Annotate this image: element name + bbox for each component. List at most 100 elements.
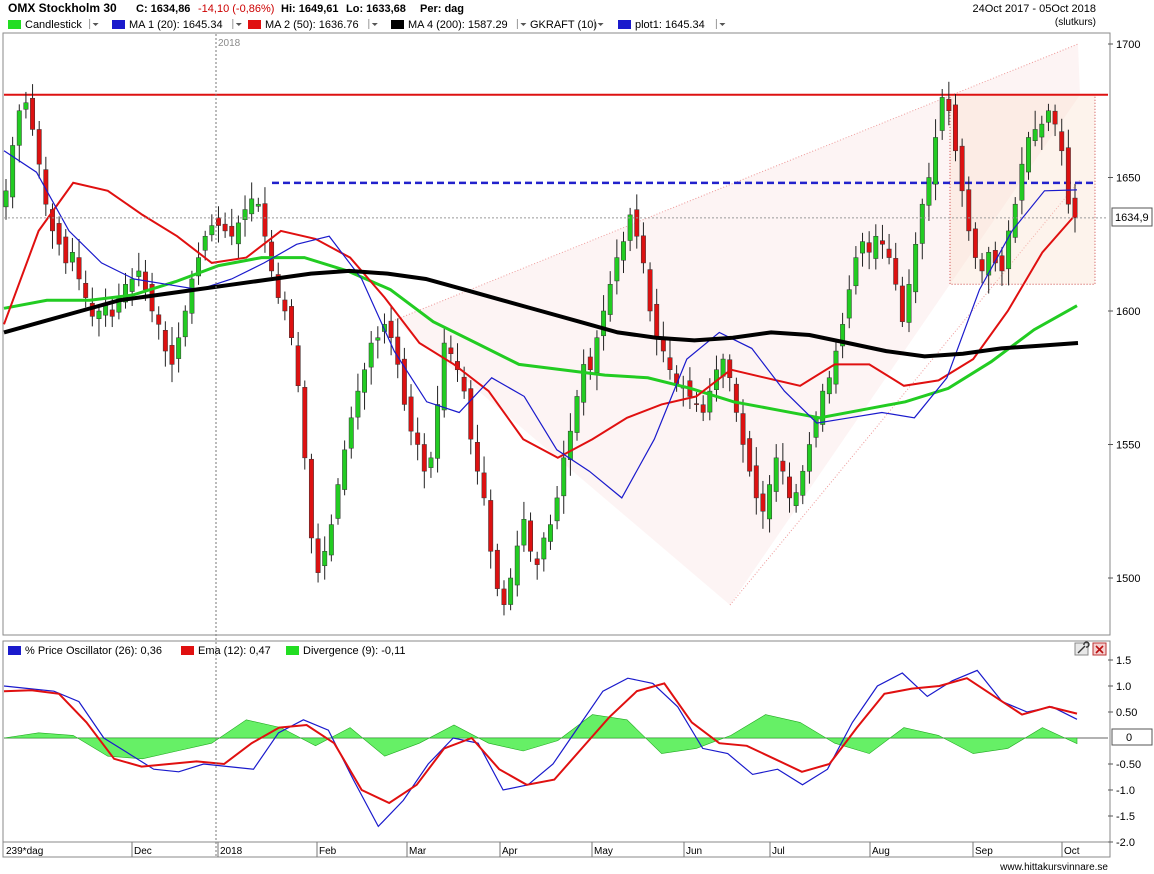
candle-down	[999, 255, 1005, 272]
candle-up	[10, 145, 16, 198]
candle-up	[508, 577, 514, 605]
legend-label: Ema (12): 0,47	[198, 645, 271, 657]
period-value: Per: dag	[420, 3, 464, 15]
ma-green-line	[3, 256, 1078, 420]
candle-up	[793, 492, 799, 506]
candle-down	[660, 338, 666, 352]
x-tick-label: 2018	[220, 846, 243, 857]
candle-up	[561, 457, 567, 497]
candle-down	[740, 413, 746, 445]
candle-up	[594, 337, 600, 373]
x-tick-label: Jun	[686, 846, 702, 857]
main-legend-item[interactable]: MA 2 (50): 1636.76	[248, 19, 378, 31]
candle-up	[322, 551, 328, 567]
candle-up	[627, 214, 633, 241]
chevron-down-icon[interactable]	[597, 23, 604, 26]
main-legend-item[interactable]: GKRAFT (10)	[530, 19, 604, 31]
candle-up	[820, 390, 826, 425]
candle-down	[83, 282, 89, 298]
candle-up	[1012, 203, 1018, 238]
main-legend-item[interactable]: Candlestick	[8, 19, 99, 31]
main-legend-item[interactable]: plot1: 1645.34	[618, 19, 726, 31]
chevron-down-icon[interactable]	[235, 23, 242, 26]
osc-legend-item[interactable]: % Price Oscillator (26): 0,36	[8, 645, 162, 657]
candle-up	[521, 519, 527, 546]
osc-legend-item[interactable]: Ema (12): 0,47	[181, 645, 271, 657]
candle-down	[654, 303, 660, 338]
ma50-line	[3, 181, 1078, 459]
osc-legend-item[interactable]: Divergence (9): -0,11	[286, 645, 406, 657]
candle-up	[382, 324, 387, 332]
candle-up	[621, 241, 626, 261]
candle-up	[375, 337, 381, 341]
candle-up	[103, 305, 109, 316]
close-value: C: 1634,86	[136, 3, 190, 15]
candle-down	[229, 225, 235, 237]
candle-up	[919, 203, 925, 244]
candle-up	[826, 377, 832, 395]
candle-up	[348, 417, 354, 449]
candle-down	[421, 444, 427, 472]
candle-down	[408, 396, 414, 432]
candle-down	[275, 274, 281, 298]
candle-up	[342, 449, 348, 490]
candle-up	[601, 310, 607, 337]
osc-zero-label: 0	[1126, 732, 1132, 744]
candle-up	[767, 484, 773, 520]
last-price-tag: 1634,9	[1111, 207, 1153, 227]
candle-down	[700, 404, 706, 413]
osc-y-tick-label: -1.0	[1116, 785, 1135, 797]
main-legend-item[interactable]: MA 4 (200): 1587.29	[391, 19, 527, 31]
x-tick-label: Apr	[502, 846, 518, 857]
candle-up	[913, 244, 919, 293]
candle-down	[1065, 147, 1071, 205]
candle-down	[667, 357, 673, 370]
ma20-line	[3, 150, 1078, 499]
wrench-icon[interactable]	[1074, 641, 1090, 656]
candle-up	[182, 310, 188, 338]
ma200-line	[3, 268, 1079, 359]
candle-down	[747, 438, 753, 472]
candle-up	[96, 310, 102, 319]
chevron-down-icon[interactable]	[520, 23, 527, 26]
osc-y-tick-label: 1.5	[1116, 655, 1131, 667]
candle-down	[727, 359, 733, 378]
candle-down	[43, 169, 49, 205]
candle-up	[939, 97, 945, 131]
osc-zero-tag: 0	[1111, 728, 1153, 746]
x-tick-label: Aug	[872, 846, 890, 857]
candle-down	[109, 309, 115, 317]
chevron-down-icon[interactable]	[719, 23, 726, 26]
candle-up	[581, 364, 587, 403]
candle-down	[76, 257, 82, 280]
candle-up	[906, 284, 912, 323]
candle-up	[202, 235, 208, 251]
close-icon[interactable]	[1092, 642, 1107, 656]
candle-up	[607, 284, 613, 315]
candle-up	[548, 524, 553, 542]
legend-label: plot1: 1645.34	[635, 19, 705, 31]
candle-up	[926, 177, 932, 206]
chevron-down-icon[interactable]	[371, 23, 378, 26]
legend-label: % Price Oscillator (26): 0,36	[25, 645, 162, 657]
candle-up	[1045, 110, 1051, 123]
chevron-down-icon[interactable]	[92, 23, 99, 26]
candle-down	[162, 329, 168, 352]
candle-up	[840, 324, 846, 347]
candle-up	[235, 222, 241, 245]
legend-label: MA 1 (20): 1645.34	[129, 19, 223, 31]
candle-down	[395, 336, 401, 365]
date-range: 24Oct 2017 - 05Oct 2018	[972, 3, 1096, 15]
candle-down	[302, 387, 308, 459]
osc-y-tick-label: 1.0	[1116, 681, 1131, 693]
main-legend-item[interactable]: MA 1 (20): 1645.34	[112, 19, 242, 31]
candle-up	[129, 278, 135, 292]
candle-down	[488, 500, 494, 552]
y-tick-label: 1500	[1116, 573, 1140, 585]
candle-down	[866, 242, 872, 253]
candle-up	[209, 225, 215, 236]
x-tick-label: Jul	[772, 846, 785, 857]
x-tick-label: Sep	[975, 846, 993, 857]
watermark: www.hittakursvinnare.se	[999, 862, 1108, 873]
